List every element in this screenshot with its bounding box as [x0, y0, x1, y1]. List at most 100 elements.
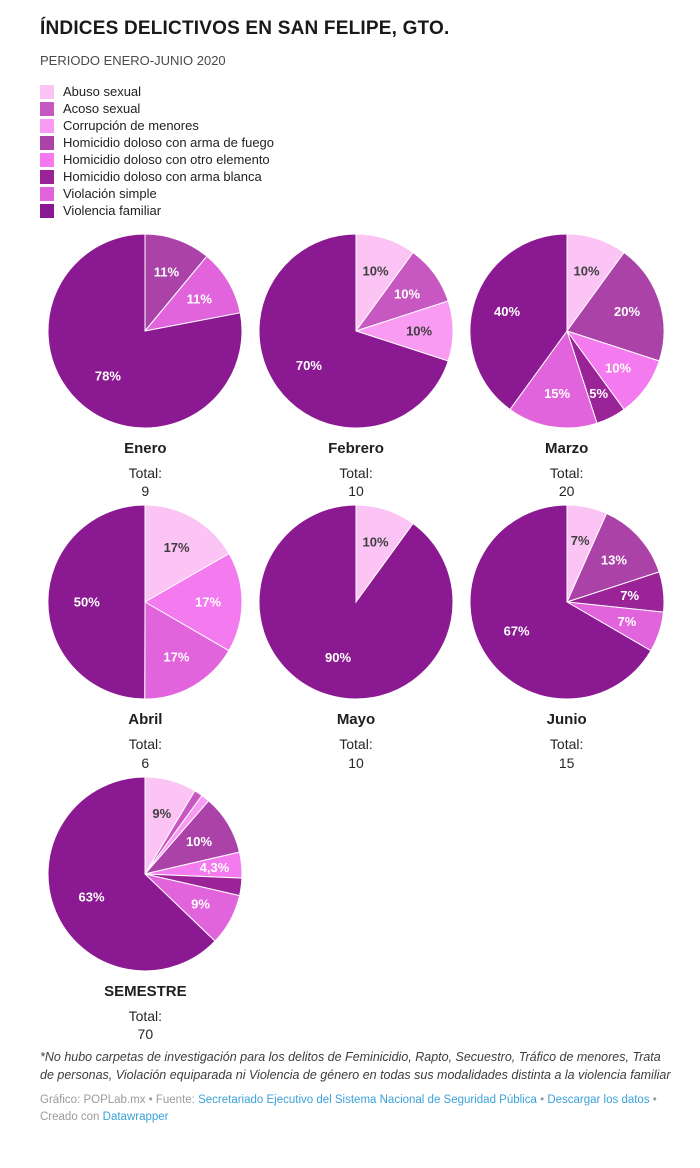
legend-item-acoso-sexual: Acoso sexual: [40, 100, 672, 117]
pie-abril: 17% 17% 17% 50%: [47, 504, 243, 700]
pie-junio: 7% 13% 7% 7% 67%: [469, 504, 665, 700]
slice-value-label: 17%: [195, 595, 221, 610]
separator-dot: •: [649, 1093, 657, 1106]
legend-label: Abuso sexual: [63, 84, 142, 99]
pie-cell-marzo: 10% 20% 10% 5% 15% 40% Marzo Total: 20: [461, 231, 672, 500]
pie-slice-violencia-familiar[interactable]: [47, 776, 217, 972]
chart-page: ÍNDICES DELICTIVOS EN SAN FELIPE, GTO. P…: [40, 18, 672, 1127]
pie-slice-violencia-familiar[interactable]: [258, 233, 449, 429]
pie-slice-violencia-familiar[interactable]: [469, 233, 568, 411]
pie-total-label: Total:: [549, 465, 584, 481]
pie-total-label: Total:: [339, 465, 373, 481]
pie-total-label: Total:: [128, 465, 163, 481]
slice-value-label: 10%: [186, 834, 212, 849]
slice-value-label: 17%: [164, 650, 190, 665]
legend: Abuso sexual Acoso sexual Corrupción de me…: [40, 83, 672, 219]
download-data-link[interactable]: Descargar los datos: [547, 1093, 650, 1106]
slice-value-label: 67%: [503, 624, 529, 639]
pie-total-value: 10: [348, 754, 364, 771]
pie-total-label: Total:: [549, 736, 584, 753]
pie-slice-violacion-simple[interactable]: [508, 329, 598, 429]
slice-value-label: 7%: [617, 615, 636, 630]
pie-slice-violencia-familiar[interactable]: [469, 504, 652, 700]
legend-swatch-icon: [40, 118, 54, 133]
pie-slice-violencia-familiar[interactable]: [47, 233, 243, 429]
slice-value-label: 10%: [362, 264, 388, 279]
legend-label: Acoso sexual: [63, 101, 141, 116]
pie-cell-febrero: 10% 10% 10% 70% Febrero Total: 10: [251, 231, 462, 500]
legend-item-violencia-familiar: Violencia familiar: [40, 202, 672, 219]
legend-item-homicidio-doloso-con-arma-blanca: Homicidio doloso con arma blanca: [40, 168, 672, 185]
legend-item-corrupcion-de-menores: Corrupción de menores: [40, 117, 672, 134]
datawrapper-link[interactable]: Datawrapper: [102, 1111, 169, 1124]
pie-slice-homicidio-doloso-con-arma-de-fuego[interactable]: [565, 513, 660, 604]
pie-slice-homicidio-doloso-con-arma-de-fuego[interactable]: [144, 233, 208, 333]
pie-slice-violencia-familiar[interactable]: [47, 504, 146, 700]
credits-line: Gráfico: POPLab.mx • Fuente: Secretariad…: [40, 1092, 672, 1128]
legend-swatch-icon: [40, 186, 54, 201]
slice-value-label: 15%: [544, 386, 570, 401]
pie-caption: Febrero Total: 10: [328, 440, 384, 500]
slice-value-label: 10%: [406, 324, 432, 339]
pie-title: Mayo: [336, 711, 376, 729]
slice-value-label: 17%: [164, 540, 190, 555]
pie-cell-semestre: 9% 10% 4,3% 9% 63% SEMESTRE Total: 70: [40, 774, 251, 1043]
legend-item-abuso-sexual: Abuso sexual: [40, 83, 672, 100]
pie-caption: Marzo Total: 20: [545, 440, 588, 500]
legend-swatch-icon: [40, 84, 54, 99]
slice-value-label: 10%: [573, 264, 599, 279]
pie-slice-homicidio-doloso-con-arma-de-fuego[interactable]: [565, 251, 665, 362]
slice-value-label: 11%: [154, 264, 180, 279]
slice-value-label: 78%: [95, 368, 121, 383]
pie-slice-homicidio-doloso-con-otro-elemento[interactable]: [144, 553, 243, 652]
source-link[interactable]: Secretariado Ejecutivo del Sistema Nacio…: [198, 1093, 537, 1106]
slice-value-label: 50%: [74, 595, 100, 610]
legend-label: Homicidio doloso con arma blanca: [63, 169, 262, 184]
pie-title: Febrero: [328, 440, 384, 457]
legend-item-violacion-simple: Violación simple: [40, 185, 672, 202]
slice-value-label: 9%: [153, 806, 172, 821]
created-with-text: Creado con: [40, 1111, 103, 1124]
slice-value-label: 20%: [614, 304, 640, 319]
legend-label: Violencia familiar: [63, 203, 162, 218]
pie-total-value: 10: [348, 483, 364, 500]
legend-swatch-icon: [40, 135, 54, 150]
pie-slice-violacion-simple[interactable]: [144, 601, 230, 700]
pie-caption: Mayo Total: 10: [337, 711, 375, 771]
legend-label: Corrupción de menores: [63, 118, 199, 133]
pie-title: Junio: [546, 711, 587, 729]
footer: *No hubo carpetas de investigación para …: [40, 1049, 672, 1127]
pie-title: Abril: [128, 711, 163, 729]
pie-slice-violencia-familiar[interactable]: [258, 504, 454, 700]
slice-value-label: 5%: [589, 386, 608, 401]
slice-value-label: 40%: [494, 304, 520, 319]
slice-value-label: 4,3%: [200, 860, 230, 875]
pie-title: Marzo: [544, 440, 589, 457]
slice-value-label: 90%: [325, 650, 351, 665]
pie-total-value: 70: [137, 1025, 154, 1042]
slice-value-label: 7%: [570, 533, 589, 548]
legend-swatch-icon: [40, 152, 54, 167]
footnote: *No hubo carpetas de investigación para …: [40, 1050, 671, 1082]
slice-value-label: 7%: [620, 588, 639, 603]
slice-value-label: 10%: [362, 535, 388, 550]
pie-total-label: Total:: [339, 736, 373, 753]
pie-slice-abuso-sexual[interactable]: [144, 504, 231, 604]
legend-label: Homicidio doloso con arma de fuego: [63, 135, 275, 150]
legend-swatch-icon: [40, 101, 54, 116]
pie-total-value: 9: [141, 483, 150, 500]
credit-prefix: Gráfico: POPLab.mx • Fuente:: [40, 1093, 199, 1106]
legend-swatch-icon: [40, 203, 54, 218]
pie-total-value: 6: [141, 754, 150, 771]
pie-enero: 11% 11% 78%: [47, 233, 243, 429]
pie-chart-grid: 11% 11% 78% Enero Total: 9 10% 10% 10% 70% Febrero…: [40, 231, 672, 1045]
pie-caption: SEMESTRE Total: 70: [104, 983, 187, 1043]
pie-caption: Junio Total: 15: [547, 711, 587, 771]
pie-caption: Enero Total: 9: [124, 440, 167, 500]
legend-swatch-icon: [40, 169, 54, 184]
legend-label: Homicidio doloso con otro elemento: [63, 152, 270, 167]
pie-title: Enero: [124, 440, 167, 457]
pie-semestre: 9% 10% 4,3% 9% 63%: [47, 776, 243, 972]
pie-slice-violacion-simple[interactable]: [144, 255, 242, 332]
pie-cell-enero: 11% 11% 78% Enero Total: 9: [40, 231, 251, 500]
